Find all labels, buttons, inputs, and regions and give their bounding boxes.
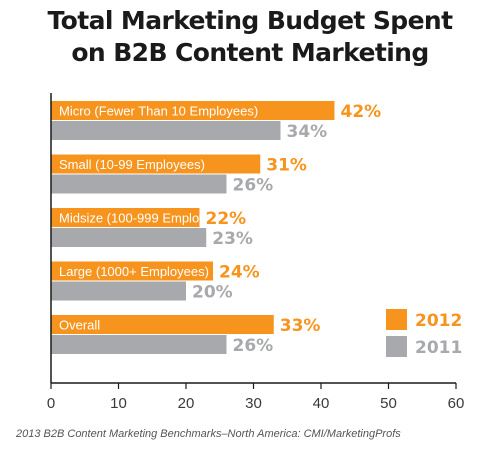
value-label-2011: 34%	[287, 122, 328, 142]
bar-2011	[51, 174, 227, 194]
bar-2012	[51, 208, 200, 227]
category-label: Overall	[59, 318, 100, 333]
category-label: Micro (Fewer Than 10 Employees)	[59, 104, 258, 119]
x-tick-label: 40	[313, 395, 330, 412]
value-label-2012: 42%	[341, 102, 382, 122]
x-tick-label: 30	[245, 395, 262, 412]
value-label-2012: 22%	[206, 209, 247, 229]
bar-2012	[51, 261, 213, 281]
legend-swatch-2011	[386, 336, 407, 357]
legend-swatch-2012	[386, 309, 407, 330]
category-label: Midsize (100-999 Employees)	[59, 211, 231, 226]
bar-group: Micro (Fewer Than 10 Employees) 42% 34% Sma…	[51, 101, 381, 356]
x-tick-label: 60	[448, 395, 465, 412]
category-label: Small (10-99 Employees)	[59, 157, 205, 172]
bar-2011	[51, 121, 281, 140]
bar-2012	[51, 101, 335, 120]
legend: 2012 2011	[386, 309, 462, 358]
value-label-2012: 31%	[266, 156, 307, 176]
source-note: 2013 B2B Content Marketing Benchmarks–No…	[16, 428, 401, 440]
bar-2012	[51, 154, 261, 174]
x-tick-label: 50	[380, 395, 397, 412]
value-label-2011: 26%	[233, 336, 274, 356]
legend-label-2011: 2011	[415, 338, 462, 358]
x-tick-label: 0	[47, 395, 55, 412]
bar-2011	[51, 281, 186, 301]
category-label: Large (1000+ Employees)	[59, 264, 209, 279]
value-label-2012: 33%	[280, 316, 321, 336]
bar-2011	[51, 335, 227, 354]
value-label-2011: 20%	[192, 283, 233, 303]
x-tick-label: 20	[178, 395, 195, 412]
axes: 0 10 20 30 40 50 60	[47, 93, 465, 412]
chart-title-line-2: on B2B Content Marketing	[71, 38, 429, 67]
value-label-2012: 24%	[219, 263, 260, 283]
bar-2012	[51, 315, 274, 334]
x-tick-label: 10	[110, 395, 127, 412]
value-label-2011: 26%	[233, 176, 274, 196]
chart-title-line-1: Total Marketing Budget Spent	[47, 6, 454, 35]
bar-2011	[51, 228, 207, 247]
legend-label-2012: 2012	[415, 311, 462, 331]
value-label-2011: 23%	[212, 229, 253, 249]
